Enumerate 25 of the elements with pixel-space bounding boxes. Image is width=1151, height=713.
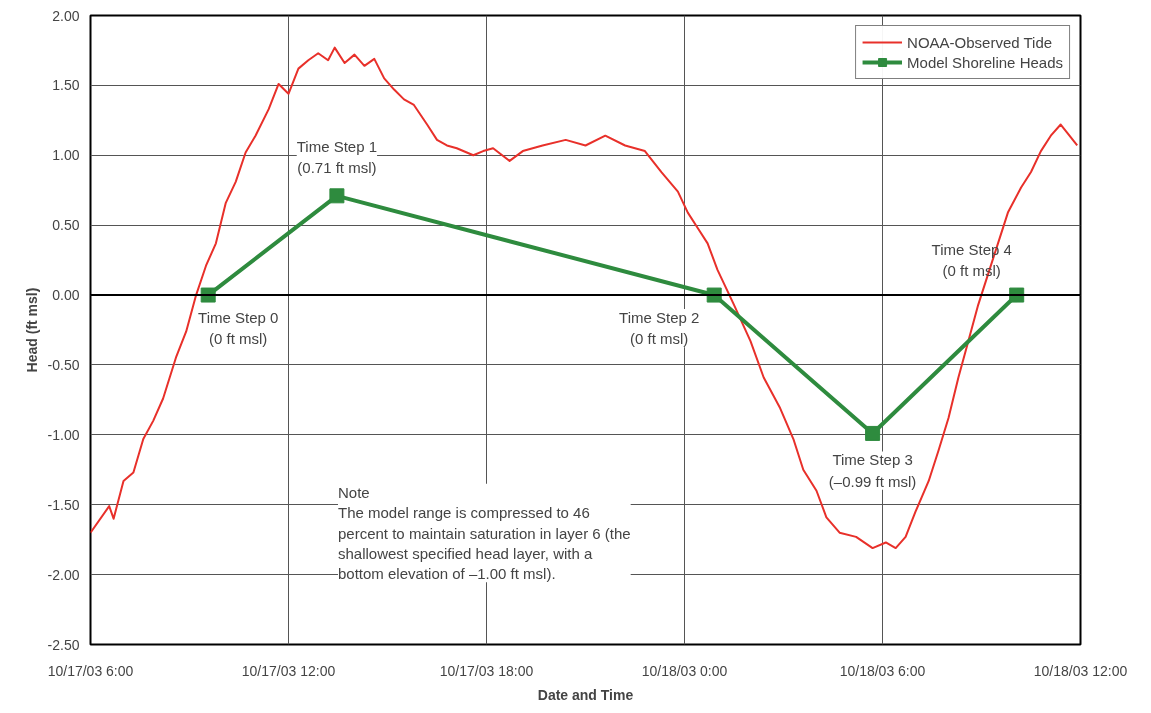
y-tick-label: -1.50	[47, 496, 80, 513]
annotation: Time Step 2 (0 ft msl)	[619, 309, 700, 348]
y-tick-label: 1.00	[52, 147, 80, 164]
y-tick-label: 1.50	[52, 77, 80, 94]
annotation: Note The model range is compressed to 46 percent to maintain saturation in layer 6 (the shallowest specified head layer, with a bottom elevation of –1.00 ft msl).	[338, 483, 631, 583]
x-tick-label: 10/17/03 6:00	[47, 662, 134, 679]
x-tick-label: 10/18/03 0:00	[641, 662, 728, 679]
y-tick-label: 0.00	[52, 287, 80, 304]
y-tick-label: -2.00	[47, 566, 80, 583]
x-axis-title: Date and Time	[537, 686, 634, 703]
x-tick-label: 10/17/03 12:00	[241, 662, 336, 679]
y-axis-title: Head (ft msl)	[23, 287, 40, 373]
legend-label: Model Shoreline Heads	[907, 53, 1063, 71]
x-tick-label: 10/18/03 12:00	[1033, 662, 1128, 679]
legend-label: NOAA-Observed Tide	[907, 33, 1053, 51]
y-tick-label: -0.50	[47, 356, 80, 373]
y-tick-label: 2.00	[52, 7, 80, 24]
y-tick-label: -2.50	[47, 636, 80, 653]
y-tick-label: -1.00	[47, 426, 80, 443]
annotation: Time Step 3 (–0.99 ft msl)	[828, 451, 917, 490]
y-tick-label: 0.50	[52, 217, 80, 234]
annotation: Time Step 0 (0 ft msl)	[198, 309, 279, 348]
x-tick-label: 10/18/03 6:00	[839, 662, 926, 679]
annotation: Time Step 1 (0.71 ft msl)	[296, 137, 378, 176]
x-tick-label: 10/17/03 18:00	[439, 662, 534, 679]
